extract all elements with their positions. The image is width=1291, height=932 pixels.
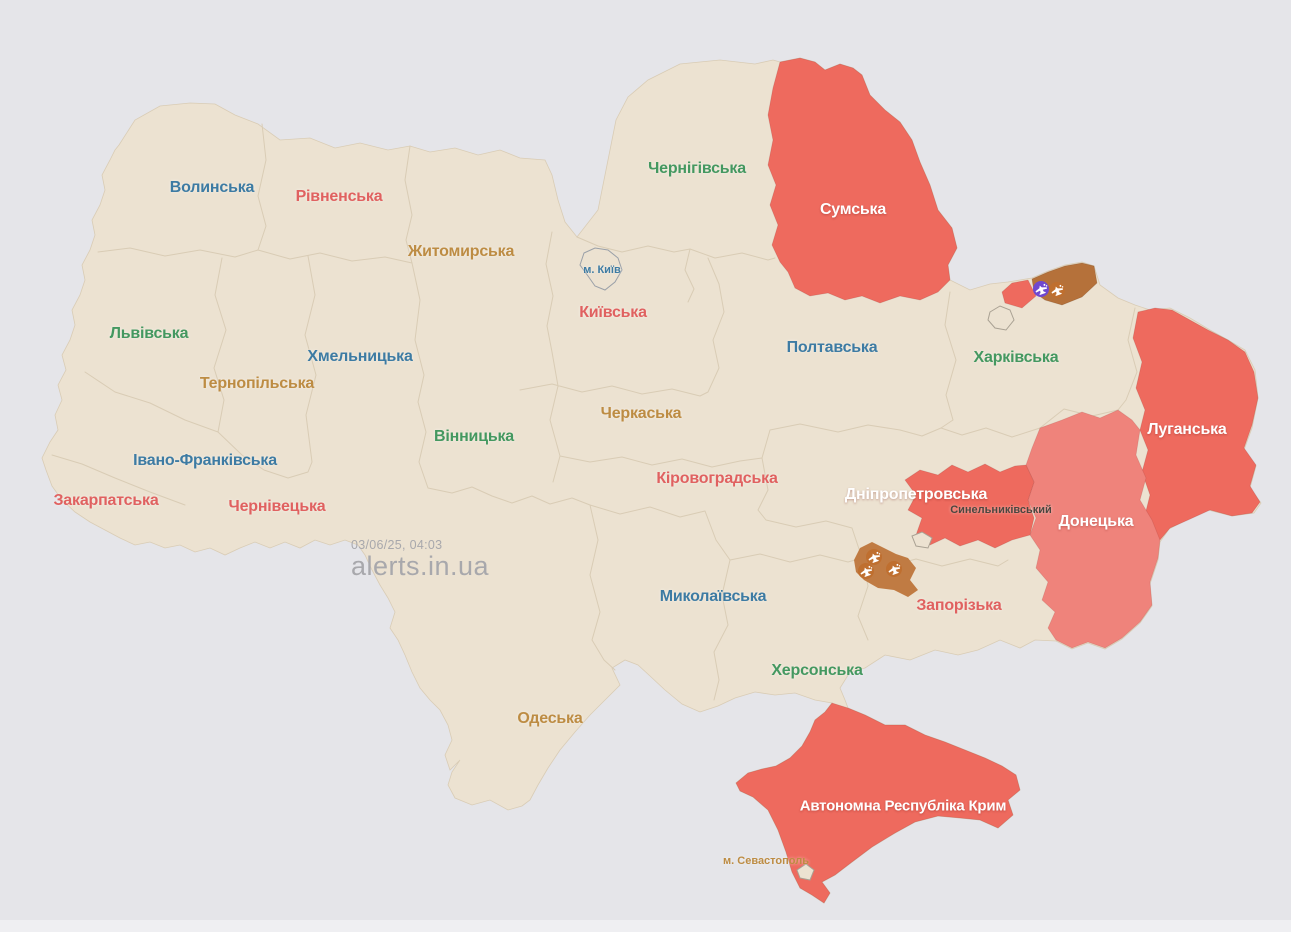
kyiv-city-outline[interactable] xyxy=(579,247,623,291)
region-sumska-alert[interactable] xyxy=(767,57,958,304)
dnipro-hromada-outline xyxy=(911,531,933,549)
oblast-borders xyxy=(51,123,1138,701)
region-crimea-alert[interactable] xyxy=(735,702,1021,904)
region-kharkiv-border-raion-alert[interactable] xyxy=(1001,279,1037,309)
uav-markers-layer xyxy=(858,281,1066,579)
region-kharkiv-border-raion-threat[interactable] xyxy=(1031,262,1098,306)
region-synelnykivskyi-alert[interactable] xyxy=(904,463,1035,549)
orange-uav-threat-marker[interactable] xyxy=(866,549,883,565)
orange-uav-threat-marker[interactable] xyxy=(1049,282,1066,298)
bottom-edge-strip xyxy=(0,920,1291,932)
orange-uav-threat-marker[interactable] xyxy=(858,563,875,579)
purple-uav-threat-marker[interactable] xyxy=(1033,281,1050,297)
kharkiv-hromada-outline xyxy=(987,305,1015,331)
orange-uav-threat-marker[interactable] xyxy=(886,561,903,577)
sevastopol-outline[interactable] xyxy=(796,863,815,881)
region-donetska-alert[interactable] xyxy=(1025,409,1161,649)
